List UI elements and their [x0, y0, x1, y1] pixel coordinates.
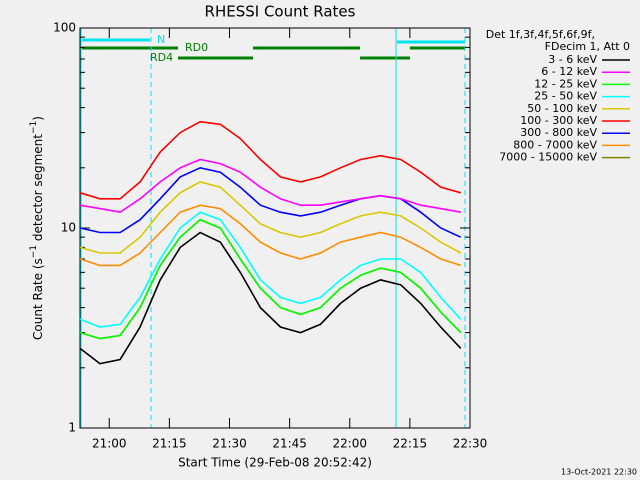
- y-label-part: ): [31, 116, 45, 121]
- series-line: [79, 120, 462, 200]
- legend-label: 300 - 800 keV: [520, 126, 597, 139]
- x-tick-label: 21:00: [92, 437, 127, 451]
- x-tick-label: 22:15: [393, 437, 428, 451]
- state-bars: N RD0 RD4: [80, 28, 466, 428]
- legend-label: 12 - 25 keV: [534, 77, 597, 90]
- legend-label: 50 - 100 keV: [527, 102, 597, 115]
- series-line: [79, 204, 462, 267]
- y-tick-label: 100: [53, 21, 76, 35]
- series-line: [79, 158, 461, 214]
- y-label-sup: −1: [29, 245, 39, 258]
- annotation: RD4: [150, 51, 173, 64]
- y-label-part: Count Rate (s: [31, 258, 45, 340]
- legend-label: 3 - 6 keV: [548, 53, 597, 66]
- legend-label: 7000 - 15000 keV: [499, 151, 597, 164]
- x-tick-label: 21:45: [272, 437, 307, 451]
- x-tick-label: 21:30: [212, 437, 247, 451]
- legend-label: 100 - 300 keV: [520, 114, 597, 127]
- x-tick-label: 22:30: [453, 437, 488, 451]
- chart-title: RHESSI Count Rates: [205, 3, 356, 21]
- x-axis-label: Start Time (29-Feb-08 20:52:42): [178, 456, 372, 470]
- timestamp: 13-Oct-2021 22:30: [561, 468, 637, 477]
- x-tick-label: 22:00: [332, 437, 367, 451]
- x-tick-label: 21:15: [152, 437, 187, 451]
- series-line: [79, 218, 462, 340]
- annotation: RD0: [185, 41, 208, 54]
- series-line: [79, 231, 462, 365]
- legend-header: Det 1f,3f,4f,5f,6f,9f,: [486, 28, 595, 41]
- series-line: [79, 218, 462, 340]
- series-line: [79, 166, 462, 238]
- series-line: [79, 211, 462, 328]
- y-tick-label: 10: [61, 221, 76, 235]
- legend-label: 800 - 7000 keV: [513, 138, 597, 151]
- y-label-sup: −1: [29, 121, 39, 134]
- annotation: N: [157, 33, 165, 46]
- legend-label: 6 - 12 keV: [541, 65, 597, 78]
- y-label-part: detector segment: [31, 134, 45, 245]
- series-line: [79, 181, 462, 254]
- legend-header: FDecim 1, Att 0: [545, 40, 630, 53]
- legend-label: 25 - 50 keV: [534, 90, 597, 103]
- plot-frame: [79, 27, 471, 429]
- y-tick-label: 1: [68, 421, 76, 435]
- y-axis-label: Count Rate (s−1 detector segment−1): [29, 116, 45, 340]
